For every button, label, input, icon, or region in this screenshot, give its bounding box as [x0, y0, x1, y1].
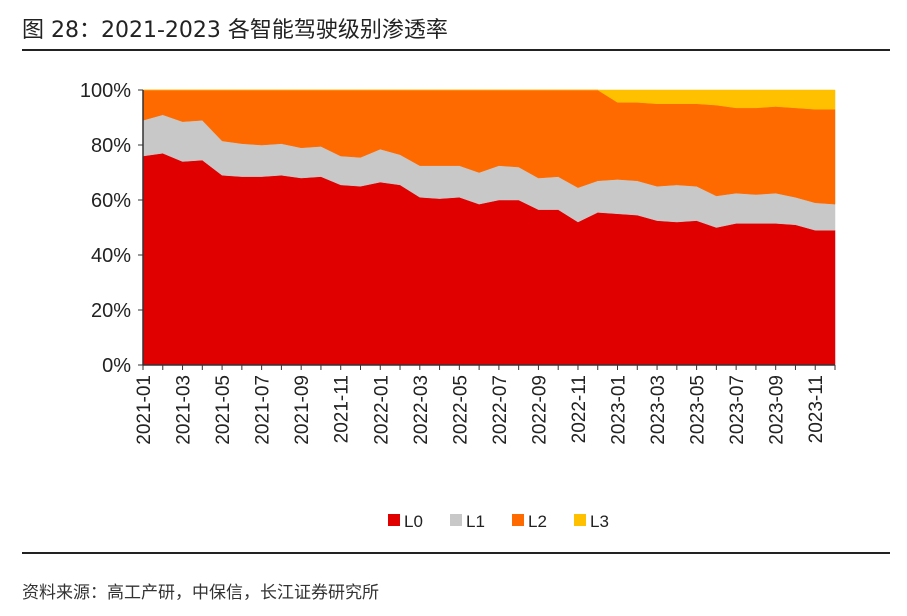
x-tick-label: 2022-03 — [411, 375, 432, 445]
y-tick-label: 60% — [91, 190, 131, 212]
x-tick-label: 2022-07 — [490, 375, 511, 445]
x-tick-label: 2021-01 — [134, 375, 155, 445]
x-tick-label: 2022-11 — [569, 375, 590, 443]
x-tick-label: 2022-01 — [371, 375, 392, 445]
x-tick-label: 2023-05 — [688, 375, 709, 445]
legend-swatch-l3 — [574, 514, 586, 526]
y-tick-label: 40% — [91, 245, 131, 267]
x-tick-label: 2023-07 — [727, 375, 748, 445]
x-tick-label: 2023-01 — [609, 375, 630, 445]
figure-title: 图 28：2021-2023 各智能驾驶级别渗透率 — [22, 18, 448, 43]
top-rule — [22, 49, 890, 51]
x-tick-label: 2021-05 — [213, 375, 234, 445]
x-tick-label: 2023-09 — [767, 375, 788, 445]
legend-label-l1: L1 — [466, 512, 485, 531]
y-tick-label: 20% — [91, 300, 131, 322]
legend-swatch-l2 — [512, 514, 524, 526]
x-tick-label: 2022-05 — [450, 375, 471, 445]
x-tick-label: 2021-09 — [292, 375, 313, 445]
x-tick-label: 2022-09 — [529, 375, 550, 445]
legend-label-l2: L2 — [528, 512, 547, 531]
bottom-rule — [22, 552, 890, 554]
source-note: 资料来源：高工产研，中保信，长江证券研究所 — [22, 583, 379, 603]
x-tick-label: 2023-11 — [806, 375, 827, 443]
legend-label-l3: L3 — [590, 512, 609, 531]
x-tick-label: 2021-03 — [174, 375, 195, 445]
area-l3 — [143, 89, 836, 110]
x-tick-label: 2021-07 — [253, 375, 274, 445]
y-tick-label: 0% — [102, 355, 131, 377]
legend-swatch-l0 — [388, 514, 400, 526]
y-tick-label: 100% — [80, 80, 131, 102]
x-tick-label: 2023-03 — [648, 375, 669, 445]
y-tick-label: 80% — [91, 135, 131, 157]
legend-label-l0: L0 — [404, 512, 423, 531]
legend-swatch-l1 — [450, 514, 462, 526]
x-tick-label: 2021-11 — [332, 375, 353, 443]
